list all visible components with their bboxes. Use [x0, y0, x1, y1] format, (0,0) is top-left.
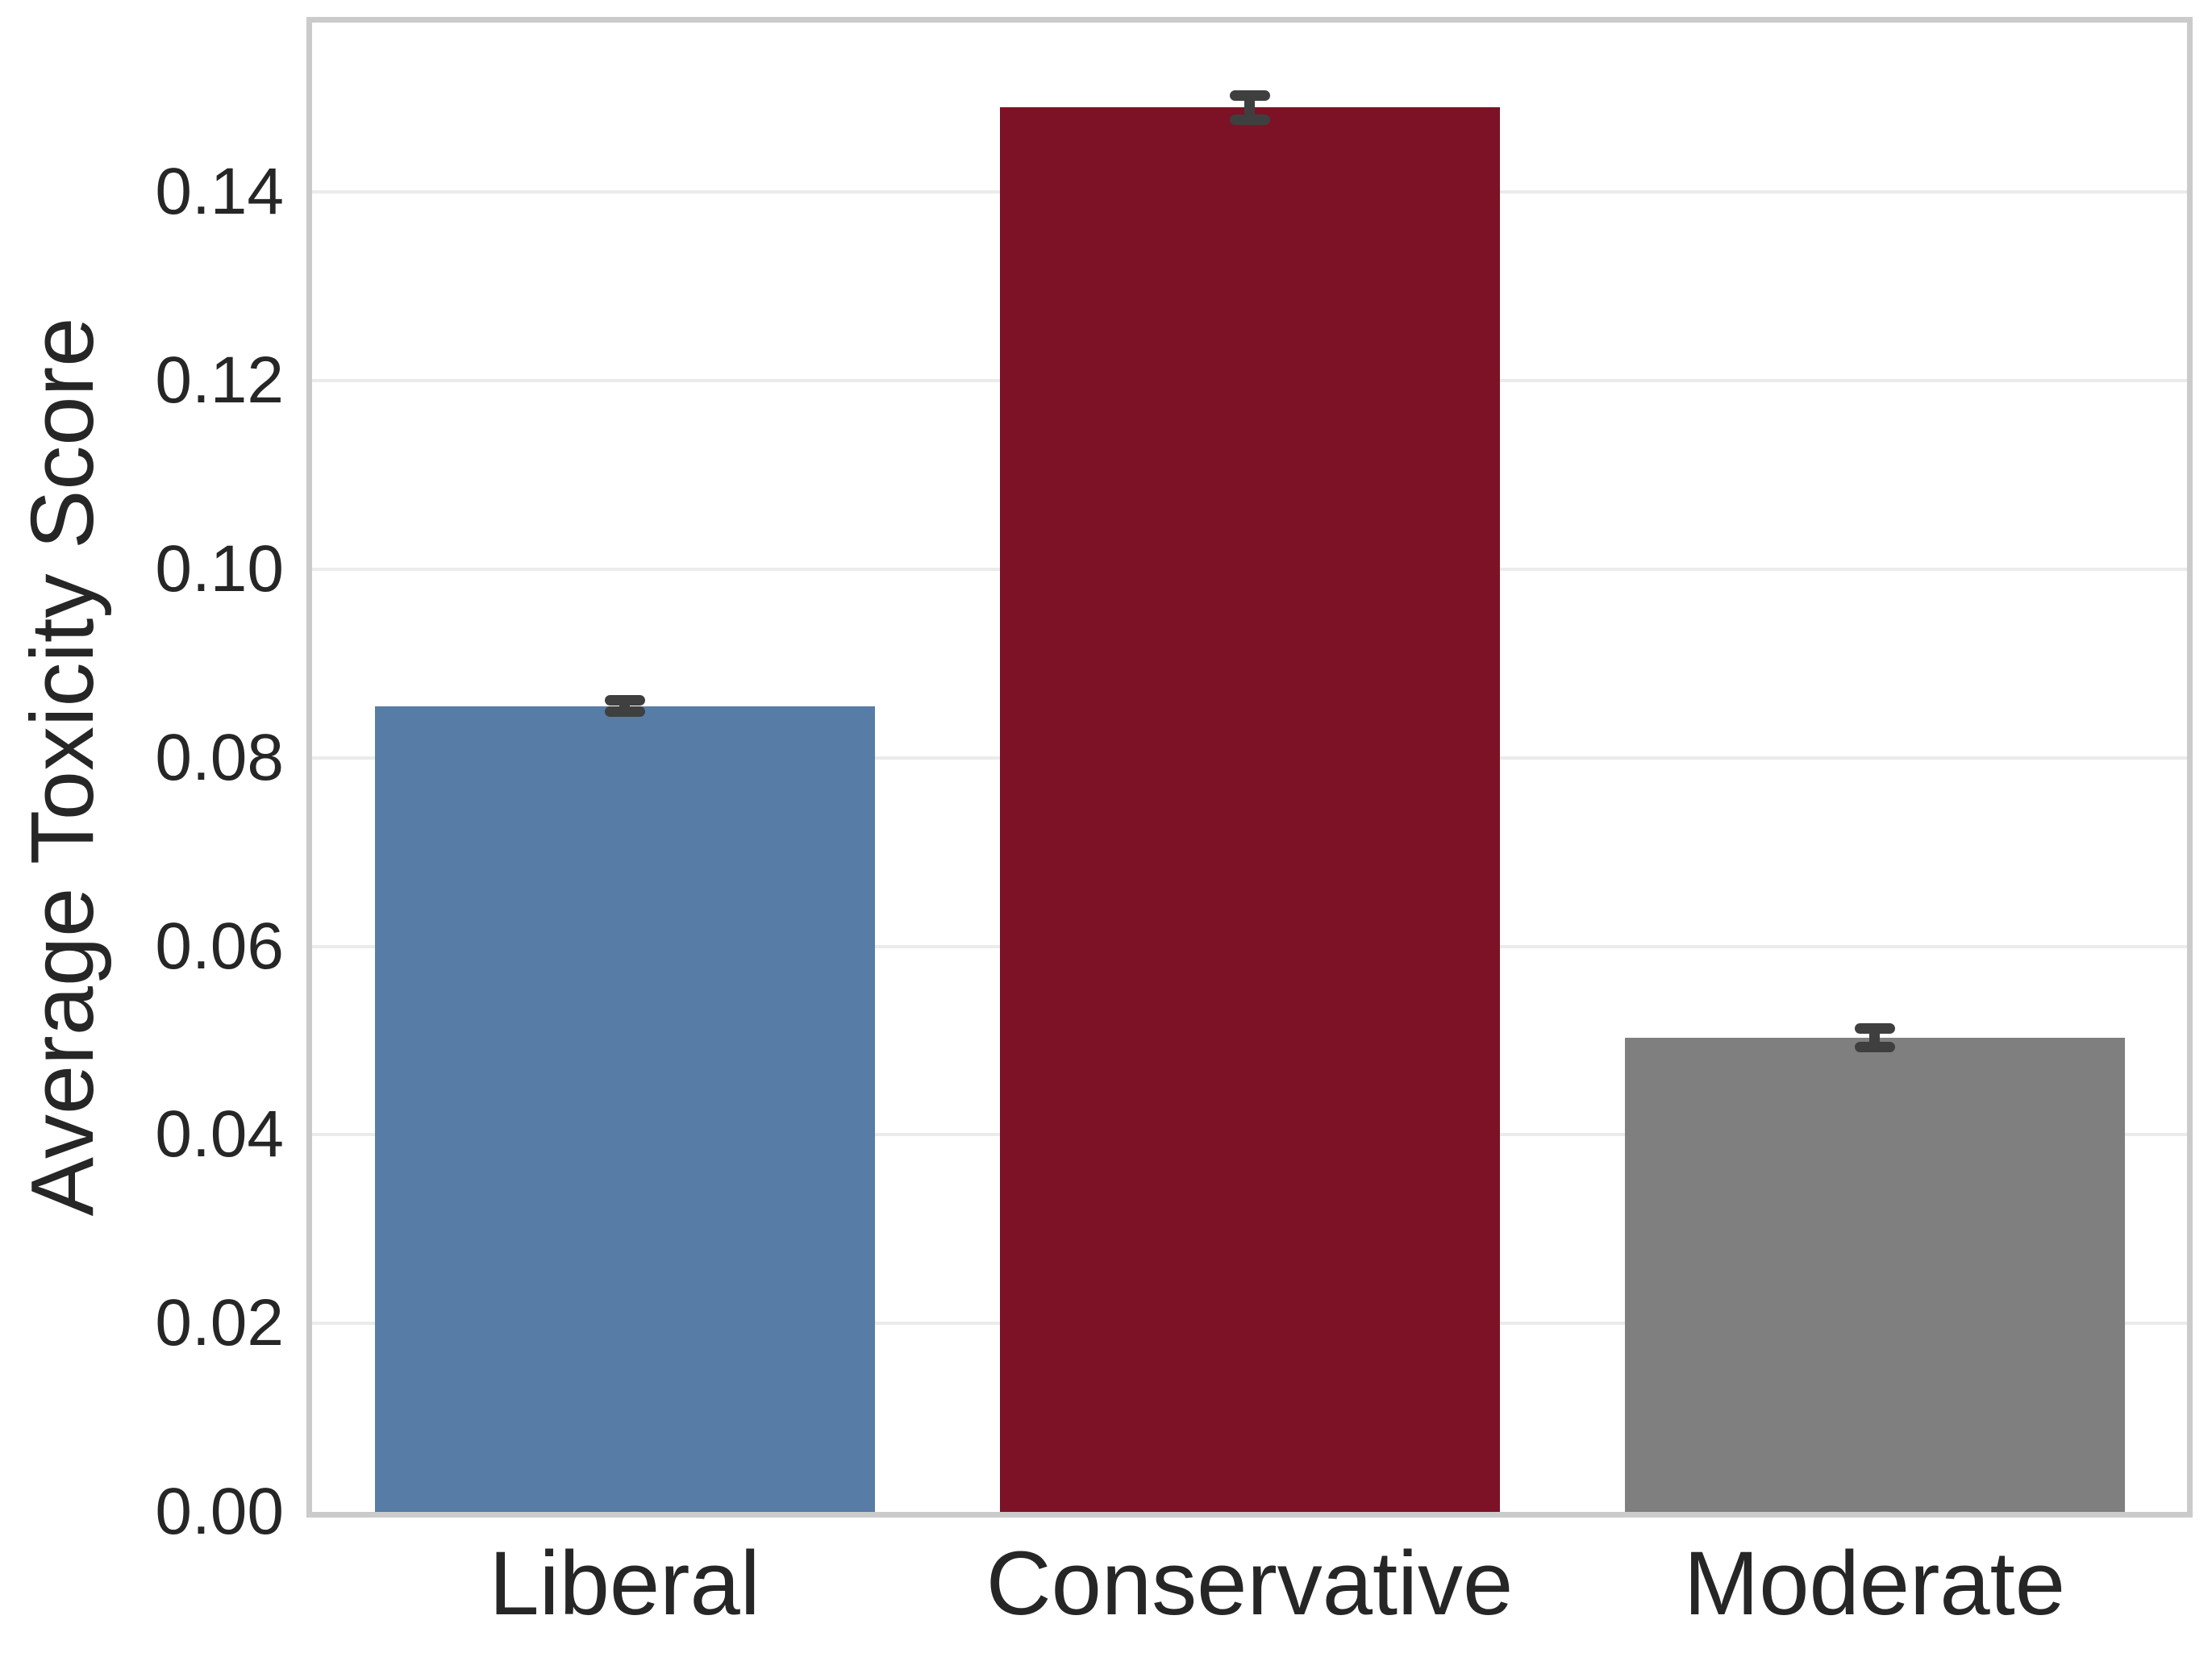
y-tick-label: 0.12: [155, 344, 284, 418]
error-bar-liberal: [604, 706, 645, 718]
y-tick-label: 0.06: [155, 909, 284, 983]
error-bar-conservative: [1229, 114, 1270, 125]
bar-conservative: [999, 107, 1500, 1512]
bar-moderate: [1624, 1038, 2125, 1512]
y-tick-label: 0.00: [155, 1475, 284, 1548]
error-bar-moderate: [1854, 1022, 1895, 1034]
y-tick-label: 0.02: [155, 1286, 284, 1360]
y-tick-label: 0.08: [155, 720, 284, 794]
y-tick-label: 0.14: [155, 155, 284, 229]
error-bar-conservative: [1229, 90, 1270, 101]
y-tick-label: 0.10: [155, 532, 284, 606]
bar-liberal: [374, 706, 875, 1512]
x-tick-label-conservative: Conservative: [985, 1533, 1514, 1634]
error-bar-moderate: [1854, 1042, 1895, 1053]
plot-area: [306, 17, 2193, 1518]
error-bar-liberal: [604, 695, 645, 706]
x-tick-label-moderate: Moderate: [1683, 1533, 2066, 1634]
x-tick-label-liberal: Liberal: [489, 1533, 760, 1634]
error-bar-conservative: [1244, 95, 1255, 120]
y-tick-label: 0.04: [155, 1097, 284, 1172]
